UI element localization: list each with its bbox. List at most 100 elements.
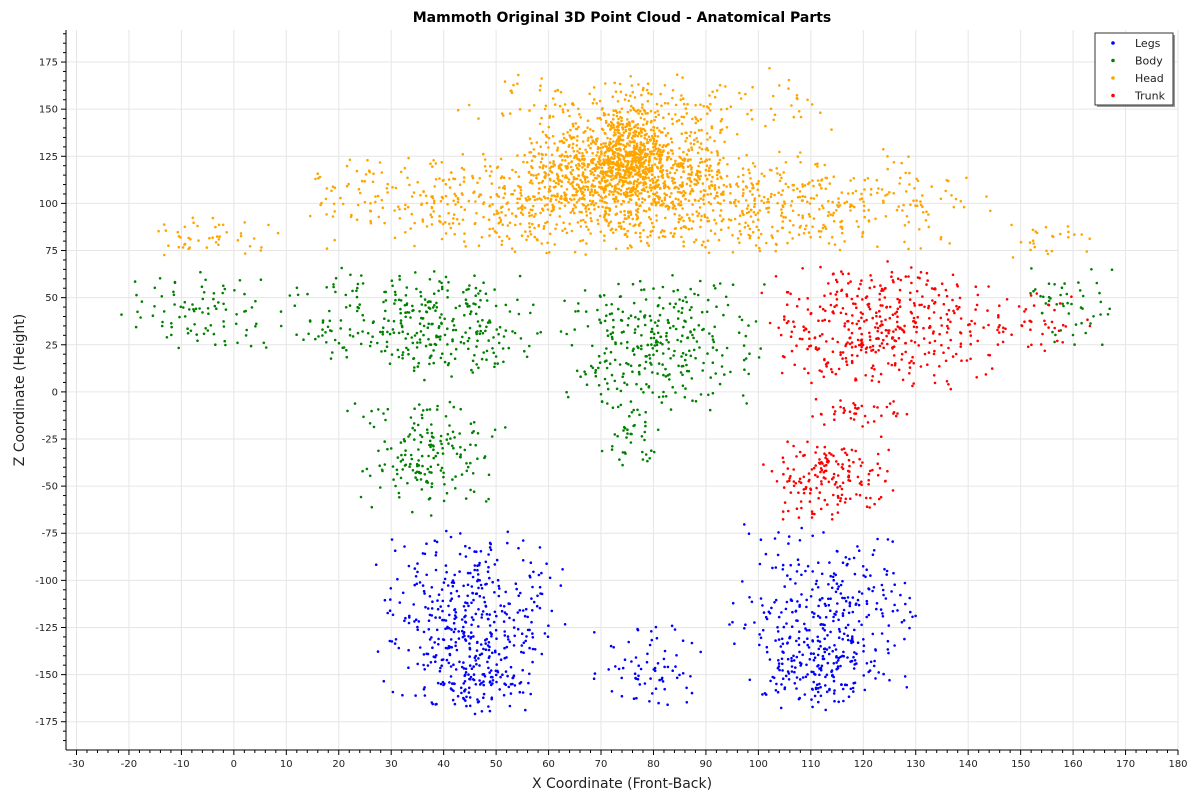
point [477,244,481,247]
point [626,432,629,435]
point [728,183,732,186]
point [474,294,478,298]
point [949,320,952,324]
point [542,164,545,168]
point [462,342,466,345]
point [425,225,429,228]
point [761,604,764,607]
point [660,199,664,203]
point [811,570,814,573]
point [673,181,677,184]
point [705,132,709,135]
point [719,128,722,132]
point [662,229,666,233]
point [574,310,577,313]
point [426,326,430,330]
point [655,219,658,222]
point [405,346,408,350]
point [544,165,548,168]
point [771,236,774,239]
point [525,635,528,638]
point [618,148,622,151]
point [614,90,618,93]
point [440,588,444,591]
point [306,292,309,296]
point [440,237,444,241]
point [502,693,506,697]
point [383,317,386,321]
point [477,586,480,590]
point [648,170,651,174]
point [673,628,677,631]
point [612,144,615,148]
point [833,243,837,246]
point [661,150,664,154]
point [959,345,962,348]
point [783,686,787,689]
point [331,185,335,188]
point [572,187,576,190]
point [628,127,631,131]
point [425,408,429,412]
point [486,570,490,573]
point [660,104,663,107]
point [458,432,462,435]
point [587,144,590,147]
point [407,648,410,652]
point [626,428,629,432]
point [685,153,689,156]
point [817,229,821,233]
point [134,325,138,329]
point [476,457,479,461]
point [841,614,845,617]
point [639,221,642,225]
point [430,206,434,210]
point [691,213,694,216]
point [538,197,541,200]
point [612,117,615,121]
point [782,200,786,203]
point [245,328,248,332]
point [793,363,796,367]
point [787,87,790,90]
point [835,304,838,307]
point [427,322,431,326]
point [804,327,807,330]
point [628,222,632,226]
point [415,478,419,482]
point [547,187,551,191]
point [462,180,466,183]
point [816,162,819,165]
point [780,683,783,686]
point [593,189,597,192]
point [427,337,430,341]
point [457,637,461,640]
point [699,174,702,178]
point [820,664,824,668]
point [892,571,895,575]
point [850,659,854,663]
point [476,320,480,323]
point [904,350,907,354]
point [413,438,416,441]
point [551,165,555,168]
point [628,154,631,158]
point [725,107,729,111]
point [538,88,542,92]
point [604,119,608,123]
point [612,646,615,649]
point [1044,302,1048,305]
point [958,296,962,300]
point [537,152,541,155]
point [681,373,684,377]
point [438,616,442,619]
point [818,673,821,677]
point [411,510,414,514]
point [793,670,796,674]
point [595,154,598,157]
point [659,166,663,170]
point [853,572,857,576]
point [464,671,468,674]
point [890,363,894,367]
point [703,215,707,218]
